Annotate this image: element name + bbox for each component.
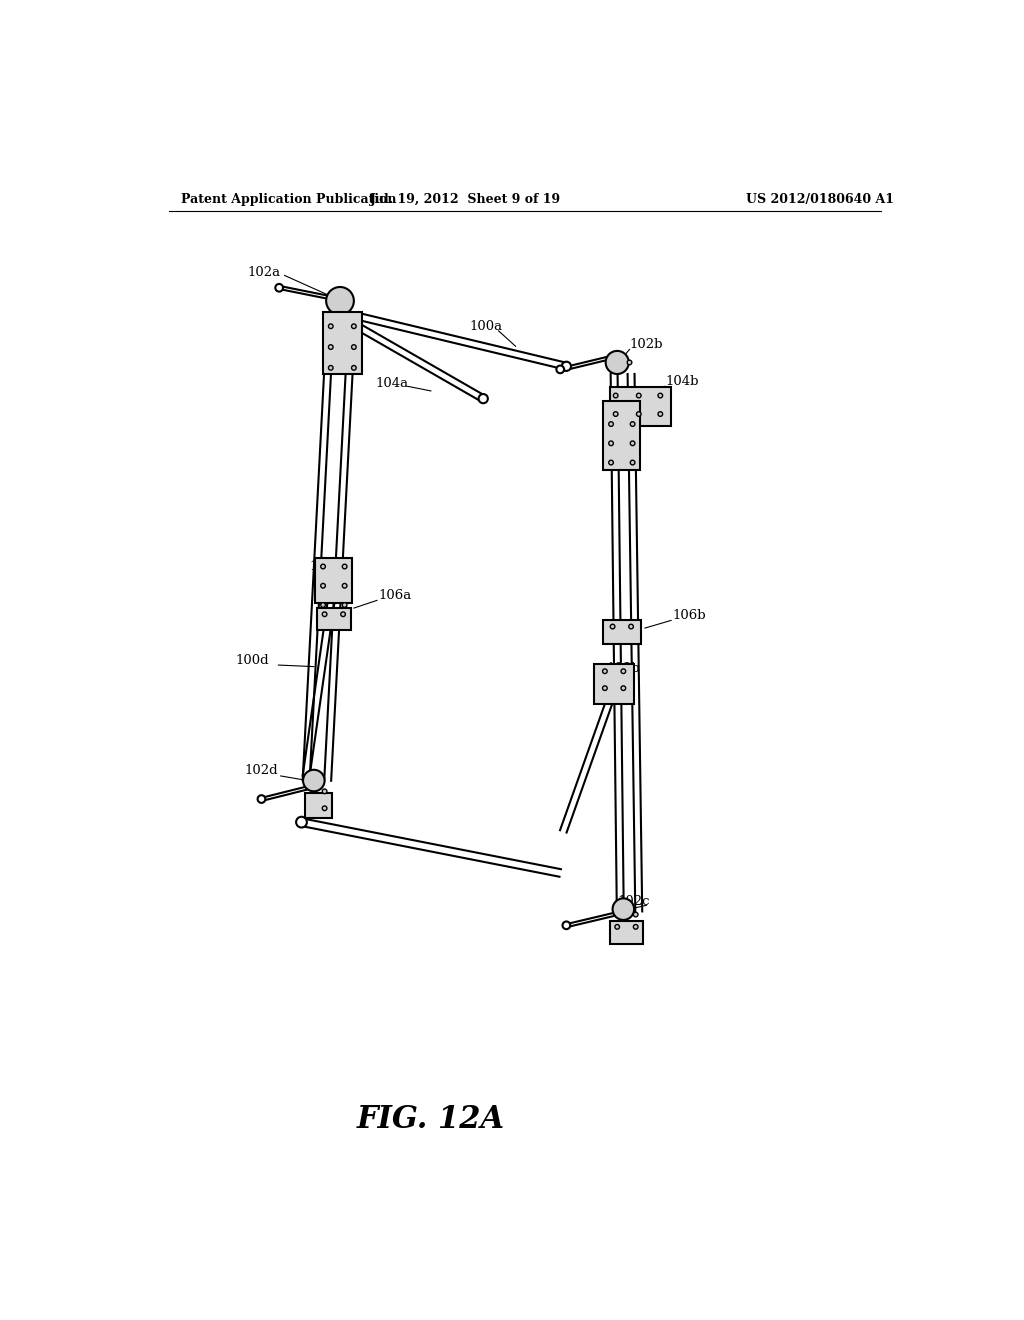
Circle shape <box>296 817 307 828</box>
Text: 106a: 106a <box>379 589 412 602</box>
Polygon shape <box>325 313 355 780</box>
Polygon shape <box>358 325 485 401</box>
Circle shape <box>637 393 641 397</box>
Polygon shape <box>567 913 613 927</box>
Circle shape <box>351 345 356 350</box>
Circle shape <box>602 669 607 673</box>
Circle shape <box>303 770 325 792</box>
Circle shape <box>342 603 347 607</box>
Circle shape <box>351 366 356 370</box>
Circle shape <box>608 461 613 465</box>
Circle shape <box>631 441 635 446</box>
Circle shape <box>321 564 326 569</box>
Circle shape <box>628 360 632 364</box>
Polygon shape <box>560 700 612 833</box>
Bar <box>609 921 643 944</box>
Circle shape <box>321 603 326 607</box>
Circle shape <box>614 924 620 929</box>
Circle shape <box>351 323 356 329</box>
Bar <box>609 387 671 425</box>
Circle shape <box>602 686 607 690</box>
Circle shape <box>658 412 663 416</box>
Bar <box>594 664 634 704</box>
Bar <box>316 609 351 630</box>
Polygon shape <box>561 358 607 371</box>
Circle shape <box>258 795 265 803</box>
Bar <box>603 401 640 470</box>
Circle shape <box>629 624 634 628</box>
Text: 102c: 102c <box>617 895 649 908</box>
Circle shape <box>631 461 635 465</box>
Text: FIG. 12A: FIG. 12A <box>356 1104 505 1135</box>
Circle shape <box>329 345 333 350</box>
Polygon shape <box>303 593 336 776</box>
Text: 102b: 102b <box>630 338 663 351</box>
Circle shape <box>329 366 333 370</box>
Circle shape <box>613 412 617 416</box>
Polygon shape <box>262 787 306 800</box>
Bar <box>304 793 333 817</box>
Circle shape <box>562 362 571 371</box>
Circle shape <box>634 912 638 917</box>
Text: 108a: 108a <box>309 560 342 573</box>
Circle shape <box>341 612 345 616</box>
Circle shape <box>326 286 354 314</box>
Text: 102a: 102a <box>248 265 281 279</box>
Circle shape <box>621 686 626 690</box>
Text: 102d: 102d <box>245 764 279 777</box>
Text: 104a: 104a <box>376 376 409 389</box>
Circle shape <box>658 393 663 397</box>
Circle shape <box>605 351 629 374</box>
Polygon shape <box>301 818 561 876</box>
Circle shape <box>621 669 626 673</box>
Bar <box>315 558 352 603</box>
Circle shape <box>634 924 638 929</box>
Circle shape <box>637 412 641 416</box>
Text: 106b: 106b <box>673 610 707 622</box>
Text: US 2012/0180640 A1: US 2012/0180640 A1 <box>745 193 894 206</box>
Circle shape <box>323 807 327 810</box>
Circle shape <box>323 789 327 793</box>
Text: 108b: 108b <box>606 661 640 675</box>
Circle shape <box>321 583 326 589</box>
Polygon shape <box>303 313 334 780</box>
Circle shape <box>329 323 333 329</box>
Circle shape <box>478 395 487 404</box>
Polygon shape <box>610 374 624 912</box>
Circle shape <box>612 899 634 920</box>
Text: Patent Application Publication: Patent Application Publication <box>180 193 396 206</box>
Polygon shape <box>281 286 328 298</box>
Bar <box>323 313 361 374</box>
Text: 100d: 100d <box>236 653 269 667</box>
Circle shape <box>610 624 614 628</box>
Text: Jul. 19, 2012  Sheet 9 of 19: Jul. 19, 2012 Sheet 9 of 19 <box>370 193 561 206</box>
Polygon shape <box>628 374 642 912</box>
Circle shape <box>323 612 327 616</box>
Circle shape <box>608 422 613 426</box>
Circle shape <box>608 441 613 446</box>
Text: 104b: 104b <box>666 375 699 388</box>
Bar <box>602 619 641 644</box>
Circle shape <box>342 564 347 569</box>
Circle shape <box>556 366 564 374</box>
Circle shape <box>342 583 347 589</box>
Polygon shape <box>357 313 567 370</box>
Circle shape <box>275 284 283 292</box>
Text: 100a: 100a <box>469 319 503 333</box>
Circle shape <box>562 921 570 929</box>
Circle shape <box>613 393 617 397</box>
Circle shape <box>631 422 635 426</box>
